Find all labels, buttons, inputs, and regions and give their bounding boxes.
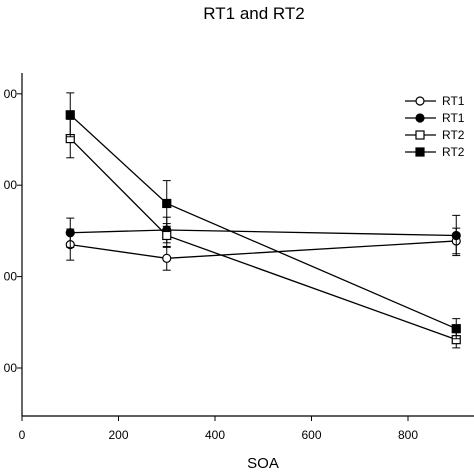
legend-label: RT1: [442, 94, 465, 108]
y-tick-label: 00: [4, 361, 18, 375]
legend-item: RT2: [405, 145, 465, 159]
y-tick-label: 00: [4, 178, 18, 192]
legend-marker: [415, 96, 425, 106]
data-point: [162, 253, 172, 263]
axes: [21, 73, 474, 417]
legend-label: RT2: [442, 145, 465, 159]
series-2: [65, 214, 461, 257]
x-axis-label: SOA: [247, 455, 279, 472]
chart-title: RT1 and RT2: [203, 4, 304, 23]
legend-item: RT1: [405, 111, 465, 125]
data-point: [65, 228, 75, 238]
x-tick-label: 0: [19, 428, 26, 442]
legend-label: RT2: [442, 128, 465, 142]
data-point: [451, 324, 461, 334]
y-tick-label: 00: [4, 87, 18, 101]
data-point: [65, 110, 75, 120]
series-line: [70, 240, 457, 259]
series-line: [69, 114, 457, 330]
legend: RT1 RT1 RT2 RT2: [405, 94, 465, 159]
series-4: [65, 92, 461, 340]
legend-item: RT1: [405, 94, 465, 108]
legend-item: RT2: [405, 128, 465, 142]
legend-marker: [415, 130, 425, 140]
legend-label: RT1: [442, 111, 465, 125]
series-3: [65, 118, 461, 349]
legend-marker: [415, 113, 425, 123]
data-point: [451, 230, 461, 241]
data-point: [162, 198, 172, 209]
ticks: 0 200 400 600 800 00 00 00 00: [4, 87, 419, 442]
x-tick-label: 600: [301, 428, 321, 442]
x-tick-label: 200: [108, 428, 128, 442]
data-point: [162, 230, 172, 241]
x-tick-label: 800: [398, 428, 418, 442]
x-tick-label: 400: [205, 428, 225, 442]
series-line: [70, 229, 457, 237]
series-group: [65, 92, 461, 349]
legend-marker: [415, 147, 425, 157]
y-tick-label: 00: [4, 270, 18, 284]
